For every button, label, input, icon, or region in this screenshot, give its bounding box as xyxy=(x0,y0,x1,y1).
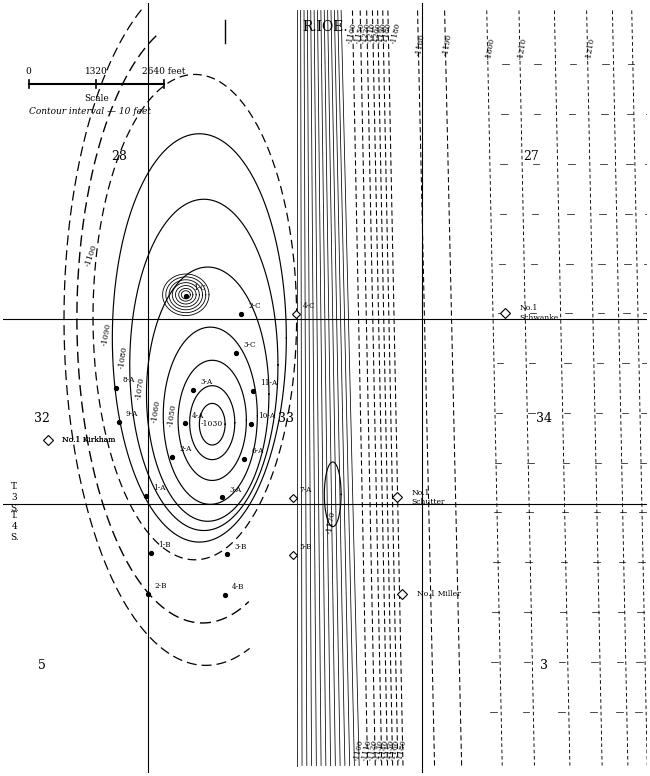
Text: -1050: -1050 xyxy=(167,403,178,427)
Text: -1150: -1150 xyxy=(354,23,366,45)
Text: 2-C: 2-C xyxy=(248,302,261,310)
Text: T.: T. xyxy=(10,482,18,491)
Text: 6-A: 6-A xyxy=(252,447,264,455)
Text: 5-B: 5-B xyxy=(300,543,313,551)
Text: 9-A: 9-A xyxy=(126,410,138,418)
Text: 27: 27 xyxy=(523,151,539,164)
Text: 1320: 1320 xyxy=(85,67,108,76)
Text: -1190: -1190 xyxy=(376,23,388,45)
Text: -1080: -1080 xyxy=(118,345,129,369)
Text: 2-A: 2-A xyxy=(179,445,192,453)
Text: -1210: -1210 xyxy=(365,23,378,45)
Text: No.1
Schwanke: No.1 Schwanke xyxy=(519,304,559,322)
Text: -1200: -1200 xyxy=(370,23,383,45)
Text: 11-A: 11-A xyxy=(260,379,277,387)
Text: No.1 Miller: No.1 Miller xyxy=(417,591,460,598)
Text: 3: 3 xyxy=(540,659,548,672)
Text: 3-C: 3-C xyxy=(243,341,255,349)
Text: -1100: -1100 xyxy=(83,244,98,268)
Text: -1210: -1210 xyxy=(517,37,528,61)
Text: No.1 Kirkham: No.1 Kirkham xyxy=(62,436,116,445)
Text: -1070: -1070 xyxy=(135,376,146,400)
Text: No.1
Schutter: No.1 Schutter xyxy=(411,489,445,506)
Text: No.1 Kirkham: No.1 Kirkham xyxy=(62,436,116,445)
Text: -1210: -1210 xyxy=(584,37,596,61)
Text: 1-C: 1-C xyxy=(194,284,206,292)
Text: 4: 4 xyxy=(12,522,18,532)
Text: -1100: -1100 xyxy=(346,23,358,45)
Text: -1090: -1090 xyxy=(101,322,112,346)
Text: -1800: -1800 xyxy=(485,37,497,61)
Text: 3-B: 3-B xyxy=(234,542,246,550)
Text: 28: 28 xyxy=(111,151,127,164)
Text: 3-A: 3-A xyxy=(200,378,213,386)
Text: 1-B: 1-B xyxy=(158,541,171,549)
Text: 4-B: 4-B xyxy=(232,584,244,591)
Text: -1180: -1180 xyxy=(415,33,426,57)
Text: -1160: -1160 xyxy=(389,739,400,761)
Text: -1110: -1110 xyxy=(361,739,373,761)
Text: T.: T. xyxy=(10,511,18,521)
Text: 5: 5 xyxy=(38,659,46,672)
Text: 33: 33 xyxy=(278,412,294,425)
Text: R.IOE.: R.IOE. xyxy=(302,20,348,34)
Text: 2-B: 2-B xyxy=(155,582,167,590)
Text: -1180: -1180 xyxy=(381,23,393,45)
Text: 1-A: 1-A xyxy=(153,484,166,492)
Text: 7-A: 7-A xyxy=(300,487,312,494)
Text: -1030: -1030 xyxy=(201,421,224,428)
Text: -1150: -1150 xyxy=(384,739,396,761)
Text: 0: 0 xyxy=(26,67,31,76)
Text: 4-C: 4-C xyxy=(303,302,316,310)
Text: 3: 3 xyxy=(12,493,17,502)
Text: S.: S. xyxy=(10,533,19,542)
Text: Contour interval — 10 feet: Contour interval — 10 feet xyxy=(29,107,151,116)
Text: 10-A: 10-A xyxy=(258,412,275,421)
Text: Scale: Scale xyxy=(84,95,109,103)
Text: 32: 32 xyxy=(34,412,49,425)
Text: 3-A: 3-A xyxy=(229,486,241,494)
Text: -1180: -1180 xyxy=(390,23,402,45)
Text: 4-A: 4-A xyxy=(192,411,204,420)
Text: -1180: -1180 xyxy=(396,739,408,761)
Text: -1190: -1190 xyxy=(441,33,453,57)
Text: 34: 34 xyxy=(536,412,552,425)
Text: -1220: -1220 xyxy=(359,23,372,45)
Text: S.: S. xyxy=(10,504,19,513)
Text: -1170: -1170 xyxy=(326,511,337,535)
Text: -1100: -1100 xyxy=(353,739,365,761)
Text: -1140: -1140 xyxy=(378,739,391,761)
Text: -1060: -1060 xyxy=(151,399,162,423)
Text: 8-A: 8-A xyxy=(123,376,135,384)
Text: -1120: -1120 xyxy=(367,739,380,761)
Text: -1130: -1130 xyxy=(373,739,385,761)
Text: 2640 feet: 2640 feet xyxy=(142,67,186,76)
